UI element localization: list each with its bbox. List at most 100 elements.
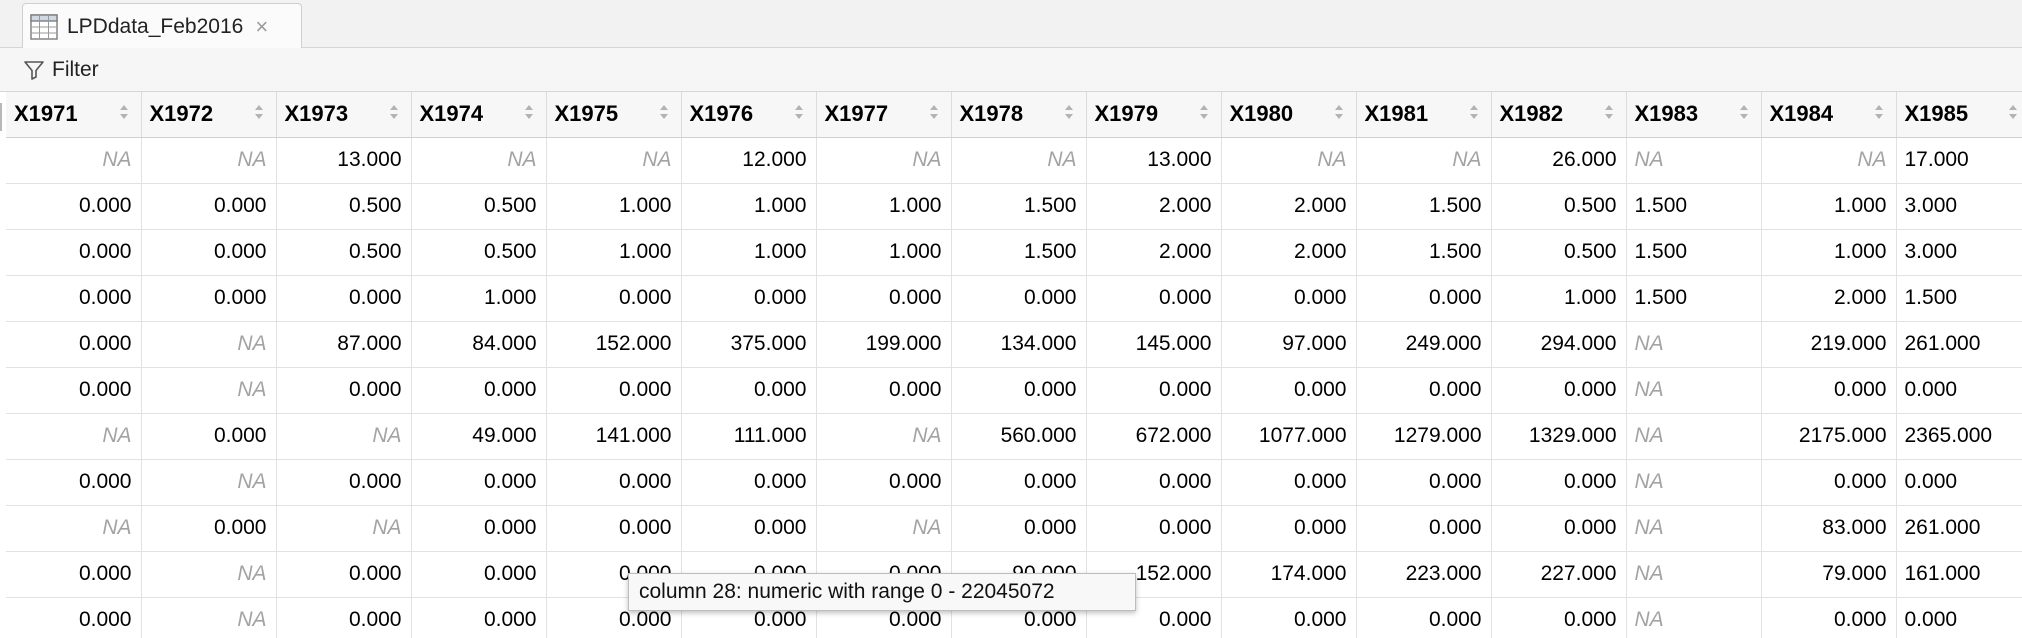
table-cell[interactable]: 0.500 [276, 229, 412, 276]
sort-arrows-icon[interactable] [1739, 103, 1749, 121]
table-cell[interactable]: 0.000 [276, 459, 412, 506]
sort-arrows-icon[interactable] [1064, 103, 1074, 121]
column-header-x1981[interactable]: X1981 [1356, 92, 1492, 138]
table-cell[interactable]: 227.000 [1491, 551, 1627, 598]
table-cell[interactable]: 0.000 [276, 275, 412, 322]
table-cell[interactable]: 2.000 [1221, 229, 1357, 276]
table-cell[interactable]: 0.000 [816, 459, 952, 506]
table-cell[interactable]: 0.000 [1221, 597, 1357, 638]
table-cell[interactable]: NA [6, 413, 142, 460]
table-cell[interactable]: 0.000 [6, 229, 142, 276]
column-header-x1984[interactable]: X1984 [1761, 92, 1897, 138]
table-cell[interactable]: 0.000 [1761, 367, 1897, 414]
table-cell[interactable]: 1.500 [1896, 275, 2022, 322]
table-cell[interactable]: NA [1626, 367, 1762, 414]
table-cell[interactable]: 2.000 [1086, 183, 1222, 230]
sort-arrows-icon[interactable] [1334, 103, 1344, 121]
table-cell[interactable]: 219.000 [1761, 321, 1897, 368]
column-header-x1977[interactable]: X1977 [816, 92, 952, 138]
table-cell[interactable]: NA [141, 597, 277, 638]
table-cell[interactable]: 0.000 [681, 505, 817, 552]
table-cell[interactable]: 0.000 [951, 459, 1087, 506]
table-cell[interactable]: 17.000 [1896, 137, 2022, 184]
table-cell[interactable]: NA [1221, 137, 1357, 184]
table-cell[interactable]: 1.000 [1491, 275, 1627, 322]
sort-arrows-icon[interactable] [1874, 103, 1884, 121]
table-cell[interactable]: 0.000 [1761, 459, 1897, 506]
table-cell[interactable]: 672.000 [1086, 413, 1222, 460]
column-header-x1974[interactable]: X1974 [411, 92, 547, 138]
table-cell[interactable]: 12.000 [681, 137, 817, 184]
table-cell[interactable]: 0.000 [1356, 275, 1492, 322]
table-cell[interactable]: 0.000 [1491, 367, 1627, 414]
table-cell[interactable]: 0.000 [411, 459, 547, 506]
table-cell[interactable]: 152.000 [546, 321, 682, 368]
filter-button[interactable]: Filter [22, 55, 99, 85]
table-cell[interactable]: 0.000 [6, 321, 142, 368]
table-cell[interactable]: 0.500 [1491, 183, 1627, 230]
table-cell[interactable]: 0.000 [6, 367, 142, 414]
table-cell[interactable]: 0.000 [6, 459, 142, 506]
table-cell[interactable]: NA [1626, 459, 1762, 506]
column-header-x1971[interactable]: X1971 [6, 92, 142, 138]
table-cell[interactable]: NA [1626, 413, 1762, 460]
column-header-x1985[interactable]: X1985 [1896, 92, 2022, 138]
table-cell[interactable]: 79.000 [1761, 551, 1897, 598]
table-cell[interactable]: 0.000 [951, 367, 1087, 414]
table-cell[interactable]: 0.000 [1896, 597, 2022, 638]
sort-arrows-icon[interactable] [254, 103, 264, 121]
table-cell[interactable]: 0.000 [681, 459, 817, 506]
table-cell[interactable]: NA [141, 137, 277, 184]
table-cell[interactable]: 1.500 [1356, 229, 1492, 276]
table-cell[interactable]: 1.000 [546, 183, 682, 230]
table-cell[interactable]: NA [1626, 597, 1762, 638]
table-cell[interactable]: NA [546, 137, 682, 184]
table-cell[interactable]: 0.000 [1086, 275, 1222, 322]
table-cell[interactable]: 2365.000 [1896, 413, 2022, 460]
table-cell[interactable]: NA [276, 413, 412, 460]
table-cell[interactable]: 2.000 [1761, 275, 1897, 322]
table-cell[interactable]: 97.000 [1221, 321, 1357, 368]
sort-arrows-icon[interactable] [1604, 103, 1614, 121]
table-cell[interactable]: 0.000 [1896, 367, 2022, 414]
table-cell[interactable]: 152.000 [1086, 551, 1222, 598]
table-cell[interactable]: 174.000 [1221, 551, 1357, 598]
table-cell[interactable]: 0.000 [141, 505, 277, 552]
table-cell[interactable]: 0.000 [411, 367, 547, 414]
table-cell[interactable]: 0.000 [1761, 597, 1897, 638]
table-cell[interactable]: 0.000 [141, 183, 277, 230]
table-cell[interactable]: 0.000 [546, 459, 682, 506]
column-header-x1983[interactable]: X1983 [1626, 92, 1762, 138]
sort-arrows-icon[interactable] [119, 103, 129, 121]
table-cell[interactable]: 0.000 [951, 275, 1087, 322]
sort-arrows-icon[interactable] [659, 103, 669, 121]
close-icon[interactable]: × [255, 13, 269, 39]
table-cell[interactable]: 1.000 [816, 229, 952, 276]
table-cell[interactable]: 13.000 [276, 137, 412, 184]
table-cell[interactable]: 49.000 [411, 413, 547, 460]
table-cell[interactable]: NA [816, 413, 952, 460]
table-cell[interactable]: 0.000 [1356, 367, 1492, 414]
table-cell[interactable]: 0.000 [681, 275, 817, 322]
column-header-x1978[interactable]: X1978 [951, 92, 1087, 138]
table-cell[interactable]: 0.000 [1356, 597, 1492, 638]
table-cell[interactable]: 0.000 [1086, 597, 1222, 638]
table-cell[interactable]: 0.500 [1491, 229, 1627, 276]
table-cell[interactable]: 3.000 [1896, 183, 2022, 230]
table-cell[interactable]: NA [1626, 137, 1762, 184]
column-header-x1972[interactable]: X1972 [141, 92, 277, 138]
table-cell[interactable]: 0.000 [6, 551, 142, 598]
table-cell[interactable]: 1.500 [951, 229, 1087, 276]
tab-lpddata[interactable]: LPDdata_Feb2016 × [22, 3, 302, 49]
table-cell[interactable]: 145.000 [1086, 321, 1222, 368]
table-cell[interactable]: NA [1761, 137, 1897, 184]
table-cell[interactable]: 0.000 [6, 183, 142, 230]
sort-arrows-icon[interactable] [2008, 103, 2018, 121]
table-cell[interactable]: NA [1626, 505, 1762, 552]
table-cell[interactable]: 1.000 [411, 275, 547, 322]
table-cell[interactable]: NA [816, 137, 952, 184]
table-cell[interactable]: 223.000 [1356, 551, 1492, 598]
table-cell[interactable]: 0.000 [546, 275, 682, 322]
table-cell[interactable]: NA [276, 505, 412, 552]
table-cell[interactable]: 0.000 [1356, 505, 1492, 552]
